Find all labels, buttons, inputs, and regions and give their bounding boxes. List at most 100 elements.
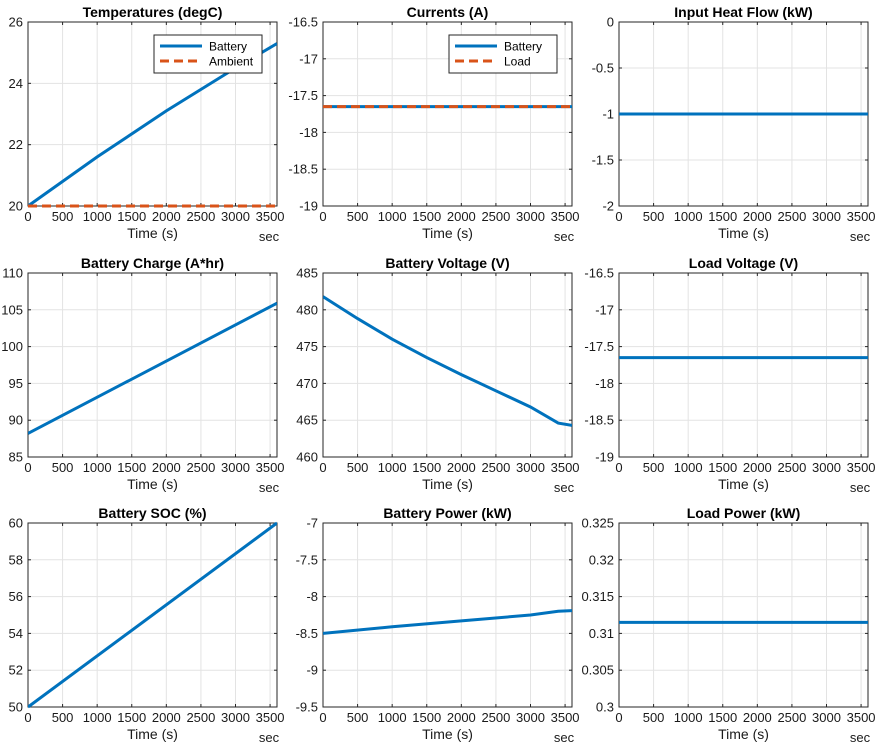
- x-tick-label: 2000: [743, 710, 772, 725]
- x-tick-label: 3500: [256, 460, 285, 475]
- y-tick-label: -2: [602, 199, 614, 214]
- x-tick-label: 2000: [152, 710, 181, 725]
- chart-title: Load Voltage (V): [689, 255, 798, 271]
- y-tick-label: 24: [9, 76, 23, 91]
- chart-title: Currents (A): [407, 4, 489, 20]
- x-tick-label: 3000: [812, 710, 841, 725]
- y-tick-label: 20: [9, 199, 23, 214]
- y-tick-label: -1: [602, 107, 614, 122]
- y-tick-label: 56: [9, 589, 23, 604]
- y-tick-label: 0: [607, 15, 614, 30]
- x-tick-label: 500: [643, 710, 665, 725]
- x-tick-label: 500: [52, 209, 74, 224]
- series-line-main: [323, 609, 572, 635]
- chart-title: Temperatures (degC): [83, 4, 223, 20]
- axes-box: [27, 21, 278, 207]
- x-tick-label: 3500: [256, 209, 285, 224]
- legend-label: Battery: [209, 40, 247, 54]
- chart-title: Battery Voltage (V): [385, 255, 509, 271]
- x-axis-label: Time (s): [718, 476, 769, 492]
- y-tick-label: -0.5: [592, 61, 614, 76]
- x-tick-label: 3000: [221, 710, 250, 725]
- y-tick-label: 100: [1, 339, 23, 354]
- x-axis-label: Time (s): [718, 726, 769, 742]
- legend-label: Battery: [504, 40, 542, 54]
- chart-title: Load Power (kW): [687, 505, 801, 521]
- x-tick-label: 0: [319, 460, 326, 475]
- x-axis-label: Time (s): [422, 225, 473, 241]
- x-axis-unit: sec: [554, 480, 575, 495]
- axes-box: [322, 522, 573, 708]
- x-tick-label: 3000: [516, 209, 545, 224]
- x-axis-unit: sec: [850, 730, 871, 745]
- plot-area: [28, 273, 277, 457]
- x-tick-label: 3500: [847, 710, 875, 725]
- x-axis-label: Time (s): [127, 726, 178, 742]
- x-tick-label: 2500: [777, 209, 806, 224]
- x-tick-label: 1500: [708, 710, 737, 725]
- x-tick-label: 2000: [152, 209, 181, 224]
- plot-area: [619, 273, 868, 457]
- x-axis-unit: sec: [259, 480, 280, 495]
- x-tick-label: 2500: [777, 710, 806, 725]
- y-tick-label: -1.5: [592, 153, 614, 168]
- x-tick-label: 3500: [847, 460, 875, 475]
- x-axis-unit: sec: [554, 730, 575, 745]
- y-tick-label: -18.5: [584, 413, 614, 428]
- chart-panel: 0 500 1000 1500 2000 2500 3000 3500 85 90 95 100 105…: [1, 255, 284, 495]
- y-tick-label: -17: [595, 302, 614, 317]
- y-tick-label: 475: [296, 339, 318, 354]
- x-tick-label: 0: [615, 710, 622, 725]
- y-tick-label: -18.5: [288, 162, 318, 177]
- y-tick-label: 110: [2, 266, 23, 281]
- y-tick-label: -18: [299, 125, 318, 140]
- x-tick-label: 3000: [221, 209, 250, 224]
- axes-box: [322, 21, 573, 207]
- y-tick-label: 0.305: [581, 663, 614, 678]
- x-tick-label: 0: [24, 710, 31, 725]
- x-tick-label: 1000: [378, 710, 407, 725]
- x-tick-label: 3000: [516, 710, 545, 725]
- x-tick-label: 1000: [378, 460, 407, 475]
- x-tick-label: 1500: [117, 710, 146, 725]
- x-axis-unit: sec: [554, 229, 575, 244]
- y-tick-label: -16.5: [584, 266, 614, 281]
- y-tick-label: 0.31: [589, 626, 614, 641]
- x-tick-label: 3000: [516, 460, 545, 475]
- x-axis-label: Time (s): [127, 225, 178, 241]
- legend-box: [153, 34, 263, 74]
- axes-box: [618, 272, 869, 458]
- x-tick-label: 2500: [186, 209, 215, 224]
- chart-title: Battery Charge (A*hr): [81, 255, 224, 271]
- x-tick-label: 3000: [812, 460, 841, 475]
- y-tick-label: 58: [9, 552, 23, 567]
- x-tick-label: 0: [615, 460, 622, 475]
- x-tick-label: 2500: [186, 460, 215, 475]
- axes-box: [27, 522, 278, 708]
- x-tick-label: 1500: [117, 460, 146, 475]
- y-tick-label: 60: [9, 516, 23, 531]
- x-tick-label: 500: [643, 460, 665, 475]
- x-axis-label: Time (s): [718, 225, 769, 241]
- y-tick-label: 465: [296, 413, 318, 428]
- y-tick-label: 470: [296, 376, 318, 391]
- x-tick-label: 0: [319, 710, 326, 725]
- y-tick-label: 54: [9, 626, 23, 641]
- x-axis-unit: sec: [259, 229, 280, 244]
- y-tick-label: 95: [9, 376, 23, 391]
- x-tick-label: 1500: [412, 710, 441, 725]
- x-axis-label: Time (s): [422, 476, 473, 492]
- y-tick-label: 26: [9, 15, 23, 30]
- y-tick-label: -8: [306, 589, 318, 604]
- axes-box: [618, 522, 869, 708]
- chart-panel: 0 500 1000 1500 2000 2500 3000 3500 -19 -18.5 -18 -…: [584, 255, 875, 495]
- y-tick-label: -17.5: [584, 339, 614, 354]
- y-tick-label: 52: [9, 663, 23, 678]
- chart-panel: 0 500 1000 1500 2000 2500 3000 3500 -9.5 -9 -8.5 -8…: [296, 505, 580, 745]
- x-tick-label: 1000: [674, 209, 703, 224]
- chart-title: Battery SOC (%): [98, 505, 206, 521]
- y-tick-label: 50: [9, 700, 23, 715]
- x-tick-label: 2000: [743, 460, 772, 475]
- y-tick-label: -8.5: [296, 626, 318, 641]
